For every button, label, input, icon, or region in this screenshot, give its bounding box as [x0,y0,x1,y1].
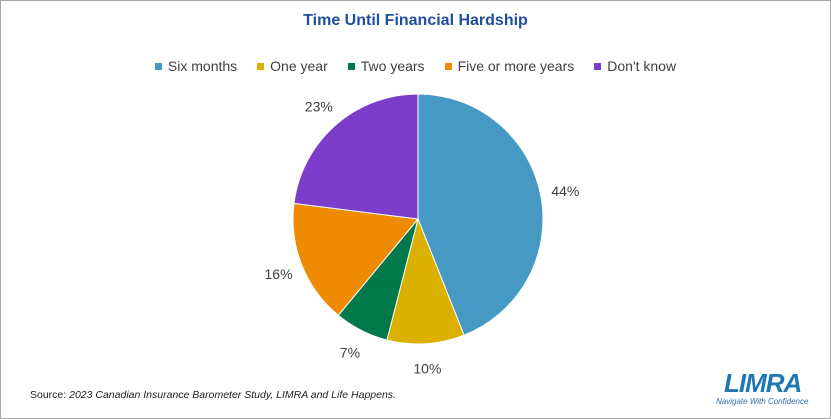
legend-label: One year [270,58,328,74]
legend-label: Two years [360,58,425,74]
legend-swatch [594,62,602,70]
pie-slice-dont-know [293,93,419,220]
data-label-five-or-more-years: 16% [265,266,293,282]
legend-swatch [347,62,355,70]
legend-swatch [154,62,162,70]
pie-slice-one-year [386,217,465,345]
pie-slice-six-months [417,93,544,336]
data-label-one-year: 10% [413,361,441,377]
legend-item-dont-know: Don't know [594,58,676,74]
limra-logo: LIMRA Navigate With Confidence [712,368,812,412]
logo-wordmark: LIMRA [724,368,802,398]
logo-tagline: Navigate With Confidence [716,397,809,406]
source-text: 2023 Canadian Insurance Barometer Study,… [69,389,396,401]
data-label-six-months: 44% [551,183,579,199]
legend-item-two-years: Two years [347,58,425,74]
legend-label: Don't know [607,58,677,74]
chart-title: Time Until Financial Hardship [303,12,528,29]
legend-item-six-months: Six months [154,58,238,74]
source-prefix: Source: [30,389,70,401]
legend-swatch [257,62,265,70]
legend-item-five-or-more-years: Five or more years [444,58,575,74]
chart-legend: Six months One year Two years Five or mo… [0,58,831,74]
legend-label: Five or more years [457,58,575,74]
data-label-two-years: 7% [340,345,360,361]
legend-swatch [444,62,452,70]
pie-slice-five-or-more-years [292,202,419,317]
legend-label: Six months [167,58,238,74]
data-label-dont-know: 23% [305,98,333,114]
source-note: Source: 2023 Canadian Insurance Baromete… [30,389,396,401]
legend-item-one-year: One year [257,58,328,74]
